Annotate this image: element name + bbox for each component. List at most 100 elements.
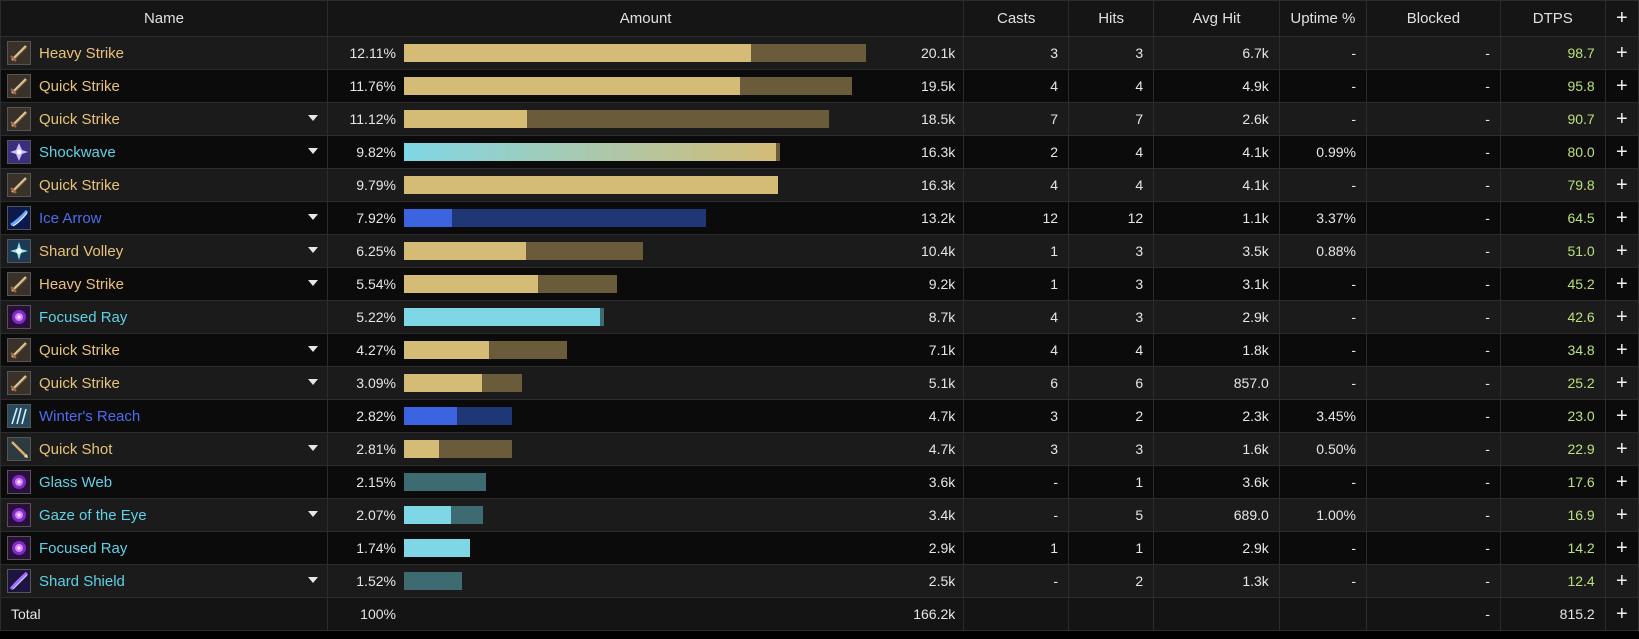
expand-caret-icon[interactable] — [307, 346, 318, 352]
expand-caret-icon[interactable] — [307, 511, 318, 517]
table-row[interactable]: Gaze of the Eye 2.07% 3.4k -5 689.0 1.00% -16.… — [0, 498, 1639, 532]
ability-name-cell[interactable]: Focused Ray — [0, 531, 328, 565]
amount-bar-fill — [403, 44, 751, 62]
table-row[interactable]: Focused Ray 1.74% 2.9k 1 1 2.9k - -14.2 + — [0, 531, 1639, 565]
total-expand-button[interactable]: + — [1604, 597, 1639, 631]
ability-name-cell[interactable]: Quick Strike — [0, 366, 328, 400]
row-expand-button[interactable]: + — [1604, 168, 1639, 202]
ability-name[interactable]: Quick Strike — [39, 176, 120, 194]
ability-name[interactable]: Winter's Reach — [39, 407, 141, 425]
table-row[interactable]: Glass Web 2.15% 3.6k -1 3.6k - -17.6 + — [0, 465, 1639, 499]
column-header-uptime[interactable]: Uptime % — [1278, 0, 1367, 37]
row-expand-button[interactable]: + — [1604, 564, 1639, 598]
ability-name-cell[interactable]: Shard Shield — [0, 564, 328, 598]
expand-caret-icon[interactable] — [307, 214, 318, 220]
table-row[interactable]: Shockwave 9.82% 16.3k 2 4 4.1k 0.99% -80.0 + — [0, 135, 1639, 169]
table-row[interactable]: Quick Strike 9.79% 16.3k 4 4 4.1k - -79.8 + — [0, 168, 1639, 202]
column-header-casts[interactable]: Casts — [963, 0, 1070, 37]
ability-name-cell[interactable]: Ice Arrow — [0, 201, 328, 235]
add-column-button[interactable]: + — [1604, 0, 1639, 37]
ability-name[interactable]: Quick Strike — [39, 341, 120, 359]
amount-bar-fill — [403, 143, 776, 161]
column-header-amount[interactable]: Amount — [326, 0, 965, 37]
ability-name-cell[interactable]: Glass Web — [0, 465, 328, 499]
row-expand-button[interactable]: + — [1604, 267, 1639, 301]
table-row[interactable]: Quick Strike 3.09% 5.1k 6 6 857.0- -25.2 + — [0, 366, 1639, 400]
amount-cell: 2.15% 3.6k — [326, 465, 965, 499]
column-header-hits[interactable]: Hits — [1068, 0, 1155, 37]
ability-name-cell[interactable]: Quick Strike — [0, 69, 328, 103]
table-row[interactable]: Shard Volley 6.25% 10.4k 1 3 3.5k 0.88% -51.0 + — [0, 234, 1639, 268]
row-expand-button[interactable]: + — [1604, 300, 1639, 334]
table-row[interactable]: Focused Ray 5.22% 8.7k 4 3 2.9k - -42.6 + — [0, 300, 1639, 334]
ability-name-cell[interactable]: Heavy Strike — [0, 267, 328, 301]
table-row[interactable]: Heavy Strike 5.54% 9.2k 1 3 3.1k - -45.2 + — [0, 267, 1639, 301]
expand-caret-icon[interactable] — [307, 577, 318, 583]
table-row[interactable]: Quick Shot 2.81% 4.7k 3 3 1.6k 0.50% -22.9 + — [0, 432, 1639, 466]
ability-name[interactable]: Glass Web — [39, 473, 113, 491]
ability-name-cell[interactable]: Winter's Reach — [0, 399, 328, 433]
expand-caret-icon[interactable] — [307, 148, 318, 154]
ability-name[interactable]: Gaze of the Eye — [39, 506, 147, 524]
ability-name-cell[interactable]: Shard Volley — [0, 234, 328, 268]
ability-name[interactable]: Shockwave — [39, 143, 116, 161]
amount-percent: 1.74% — [356, 540, 396, 556]
row-expand-button[interactable]: + — [1604, 201, 1639, 235]
arrow-shot-icon — [7, 437, 31, 461]
hits-value: 12 — [1068, 201, 1155, 235]
ability-name[interactable]: Quick Strike — [39, 110, 120, 128]
row-expand-button[interactable]: + — [1604, 36, 1639, 70]
ability-name-cell[interactable]: Gaze of the Eye — [0, 498, 328, 532]
column-header-avg-hit[interactable]: Avg Hit — [1153, 0, 1280, 37]
table-row[interactable]: Winter's Reach 2.82% 4.7k 3 2 2.3k 3.45% -23.0 + — [0, 399, 1639, 433]
ability-name-cell[interactable]: Quick Shot — [0, 432, 328, 466]
ability-name[interactable]: Quick Shot — [39, 440, 113, 458]
ability-name[interactable]: Ice Arrow — [39, 209, 102, 227]
table-row[interactable]: Quick Strike 11.12% 18.5k 7 7 2.6k - -90.7 + — [0, 102, 1639, 136]
ability-name[interactable]: Focused Ray — [39, 539, 128, 557]
avg-hit-value: 2.6k — [1153, 102, 1280, 136]
row-expand-button[interactable]: + — [1604, 498, 1639, 532]
column-header-blocked[interactable]: Blocked — [1365, 0, 1501, 37]
expand-caret-icon[interactable] — [307, 247, 318, 253]
ability-name-cell[interactable]: Quick Strike — [0, 102, 328, 136]
row-expand-button[interactable]: + — [1604, 102, 1639, 136]
ability-name-cell[interactable]: Heavy Strike — [0, 36, 328, 70]
column-header-dtps[interactable]: DTPS — [1499, 0, 1606, 37]
row-expand-button[interactable]: + — [1604, 234, 1639, 268]
row-expand-button[interactable]: + — [1604, 69, 1639, 103]
ability-name[interactable]: Heavy Strike — [39, 44, 125, 62]
ability-name[interactable]: Quick Strike — [39, 374, 120, 392]
expand-caret-icon[interactable] — [307, 115, 318, 121]
expand-caret-icon[interactable] — [307, 280, 318, 286]
ability-name-cell[interactable]: Focused Ray — [0, 300, 328, 334]
table-row[interactable]: Quick Strike 11.76% 19.5k 4 4 4.9k - -95.8 + — [0, 69, 1639, 103]
expand-caret-icon[interactable] — [307, 379, 318, 385]
ability-name-cell[interactable]: Quick Strike — [0, 168, 328, 202]
row-expand-button[interactable]: + — [1604, 135, 1639, 169]
ability-name[interactable]: Focused Ray — [39, 308, 128, 326]
row-expand-button[interactable]: + — [1604, 465, 1639, 499]
row-expand-button[interactable]: + — [1604, 531, 1639, 565]
row-expand-button[interactable]: + — [1604, 366, 1639, 400]
ability-name[interactable]: Shard Volley — [39, 242, 124, 260]
amount-value: 13.2k — [921, 210, 956, 226]
amount-bar-total — [403, 572, 462, 590]
table-row[interactable]: Ice Arrow 7.92% 13.2k 12 12 1.1k 3.37% -64.5 + — [0, 201, 1639, 235]
ability-name-cell[interactable]: Quick Strike — [0, 333, 328, 367]
row-expand-button[interactable]: + — [1604, 399, 1639, 433]
amount-value: 9.2k — [928, 276, 956, 292]
amount-percent: 1.52% — [356, 573, 396, 589]
casts-value: 4 — [963, 300, 1070, 334]
ability-name[interactable]: Shard Shield — [39, 572, 125, 590]
row-expand-button[interactable]: + — [1604, 432, 1639, 466]
ability-name[interactable]: Quick Strike — [39, 77, 120, 95]
table-row[interactable]: Quick Strike 4.27% 7.1k 4 4 1.8k - -34.8 + — [0, 333, 1639, 367]
column-header-name[interactable]: Name — [0, 0, 328, 37]
ability-name[interactable]: Heavy Strike — [39, 275, 125, 293]
table-row[interactable]: Heavy Strike 12.11% 20.1k 3 3 6.7k - -98.7 + — [0, 36, 1639, 70]
expand-caret-icon[interactable] — [307, 445, 318, 451]
ability-name-cell[interactable]: Shockwave — [0, 135, 328, 169]
row-expand-button[interactable]: + — [1604, 333, 1639, 367]
table-row[interactable]: Shard Shield 1.52% 2.5k -2 1.3k - -12.4 + — [0, 564, 1639, 598]
